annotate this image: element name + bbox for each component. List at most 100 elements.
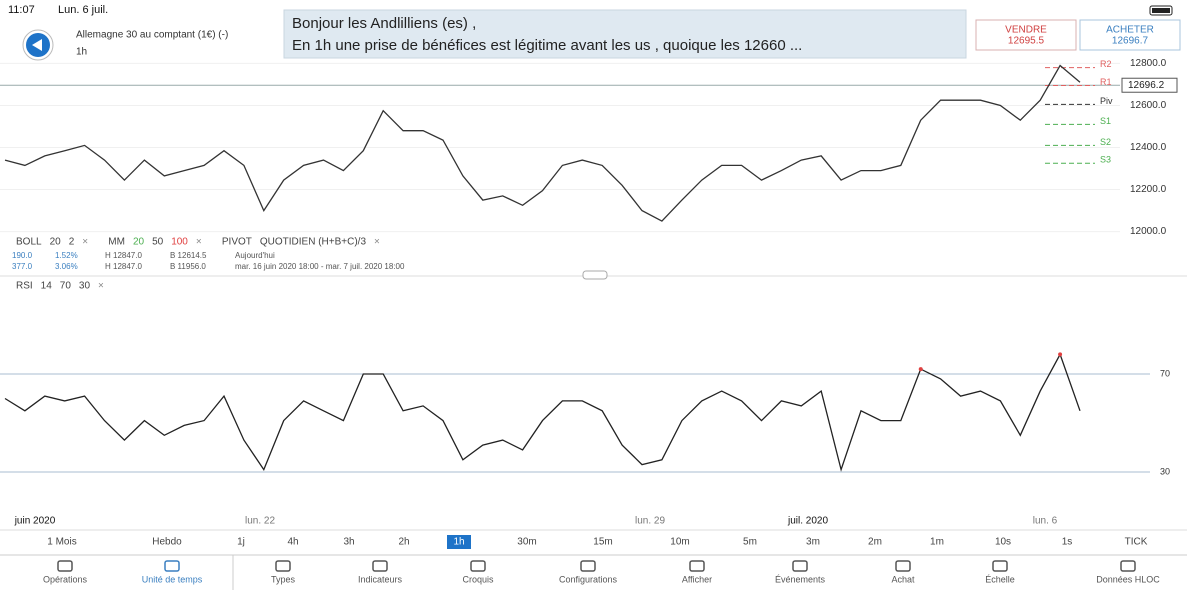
status-date: Lun. 6 juil. xyxy=(58,4,108,16)
toolbar-icon[interactable] xyxy=(895,560,911,572)
y-tick-label: 12400.0 xyxy=(1130,142,1167,153)
timeframe[interactable]: TICK xyxy=(1125,537,1148,548)
rsi-legend: 30 xyxy=(79,281,91,292)
toolbar-item[interactable]: Achat xyxy=(891,574,915,584)
sell-button[interactable] xyxy=(975,19,1077,51)
stat: mar. 16 juin 2020 18:00 - mar. 7 juil. 2… xyxy=(235,262,405,271)
toolbar-item[interactable]: Configurations xyxy=(559,574,618,584)
toolbar-item[interactable]: Opérations xyxy=(43,574,88,584)
indicator-remove[interactable]: × xyxy=(374,237,380,248)
current-price-label: 12696.2 xyxy=(1128,80,1165,91)
time-label: juin 2020 xyxy=(14,516,56,527)
timeframe-selected[interactable] xyxy=(447,535,471,549)
timeframe[interactable]: 10s xyxy=(995,537,1011,548)
timeframe[interactable]: 1j xyxy=(237,537,245,548)
indicator-part: PIVOT xyxy=(222,237,252,248)
stat: B 11956.0 xyxy=(170,262,206,271)
toolbar-icon[interactable] xyxy=(57,560,73,572)
y-tick-label: 12600.0 xyxy=(1130,100,1167,111)
stat: 1.52% xyxy=(55,251,78,260)
rsi-tick-label: 30 xyxy=(1160,466,1170,476)
comment-line: Bonjour les Andlilliens (es) , xyxy=(292,15,476,32)
price-line xyxy=(4,64,1081,222)
time-label: juil. 2020 xyxy=(787,516,828,527)
comment-box xyxy=(283,9,967,59)
rsi-overbought xyxy=(1058,352,1063,357)
timeframe[interactable]: 5m xyxy=(743,537,757,548)
sell-label: VENDRE xyxy=(1005,25,1047,36)
toolbar-icon[interactable] xyxy=(580,560,596,572)
toolbar-icon[interactable] xyxy=(992,560,1008,572)
timeframe[interactable]: 2h xyxy=(398,537,409,548)
stat: H 12847.0 xyxy=(105,262,142,271)
toolbar-icon[interactable] xyxy=(1120,560,1136,572)
indicator-part: 100 xyxy=(171,237,188,248)
indicator-remove[interactable]: × xyxy=(82,237,88,248)
status-time: 11:07 xyxy=(8,4,35,16)
indicator-remove[interactable]: × xyxy=(196,237,202,248)
rsi-legend: 70 xyxy=(60,281,72,292)
timeframe[interactable]: 30m xyxy=(517,537,536,548)
toolbar-item[interactable]: Afficher xyxy=(682,574,712,584)
toolbar-item[interactable]: Échelle xyxy=(985,574,1015,584)
back-arrow xyxy=(32,39,42,51)
y-tick-label: 12000.0 xyxy=(1130,226,1167,237)
pivot-label: R1 xyxy=(1100,77,1112,87)
indicator-part: 20 xyxy=(133,237,145,248)
stat: H 12847.0 xyxy=(105,251,142,260)
toolbar-item[interactable]: Événements xyxy=(775,574,826,584)
timeframe[interactable]: 2m xyxy=(868,537,882,548)
indicator-part: BOLL xyxy=(16,237,42,248)
timeframe[interactable]: 1s xyxy=(1062,537,1073,548)
toolbar-icon[interactable] xyxy=(470,560,486,572)
toolbar-icon[interactable] xyxy=(689,560,705,572)
timeframe[interactable]: 3m xyxy=(806,537,820,548)
pivot-label: S1 xyxy=(1100,116,1111,126)
time-label: lun. 6 xyxy=(1033,516,1058,527)
timeframe[interactable]: Hebdo xyxy=(152,537,182,548)
buy-price: 12696.7 xyxy=(1112,36,1149,47)
toolbar-item[interactable]: Indicateurs xyxy=(358,574,403,584)
stat: 3.06% xyxy=(55,262,78,271)
toolbar-icon[interactable] xyxy=(792,560,808,572)
buy-label: ACHETER xyxy=(1106,25,1154,36)
timeframe[interactable]: 1h xyxy=(453,537,464,548)
rsi-legend: RSI xyxy=(16,281,33,292)
pivot-label: Piv xyxy=(1100,96,1113,106)
stat: B 12614.5 xyxy=(170,251,207,260)
timeframe[interactable]: 1 Mois xyxy=(47,537,76,548)
sell-price: 12695.5 xyxy=(1008,36,1045,47)
time-label: lun. 22 xyxy=(245,516,275,527)
timeframe[interactable]: 15m xyxy=(593,537,612,548)
rsi-tick-label: 70 xyxy=(1160,368,1170,378)
instrument-timeframe: 1h xyxy=(76,47,87,58)
timeframe[interactable]: 3h xyxy=(343,537,354,548)
rsi-line xyxy=(4,352,1081,472)
y-tick-label: 12200.0 xyxy=(1130,184,1167,195)
stat: Aujourd'hui xyxy=(235,251,275,260)
toolbar-icon[interactable] xyxy=(164,560,180,572)
toolbar-item[interactable]: Données HLOC xyxy=(1096,574,1160,584)
current-price-box xyxy=(1121,77,1178,93)
indicator-part: 2 xyxy=(69,237,75,248)
buy-button[interactable] xyxy=(1079,19,1181,51)
stat: 377.0 xyxy=(12,262,33,271)
battery xyxy=(1149,5,1173,16)
toolbar-icon[interactable] xyxy=(275,560,291,572)
indicator-part: 50 xyxy=(152,237,164,248)
toolbar-icon[interactable] xyxy=(372,560,388,572)
battery-level xyxy=(1152,8,1170,13)
panel-resize-handle[interactable] xyxy=(582,270,608,280)
pivot-label: S3 xyxy=(1100,155,1111,165)
timeframe[interactable]: 10m xyxy=(670,537,689,548)
toolbar-item[interactable]: Croquis xyxy=(462,574,494,584)
toolbar-item[interactable]: Types xyxy=(271,574,296,584)
instrument-name: Allemagne 30 au comptant (1€) (-) xyxy=(76,30,228,41)
rsi-overbought xyxy=(918,367,923,372)
indicator-remove[interactable]: × xyxy=(98,281,104,292)
y-tick-label: 12800.0 xyxy=(1130,58,1167,69)
timeframe[interactable]: 1m xyxy=(930,537,944,548)
timeframe[interactable]: 4h xyxy=(287,537,298,548)
toolbar-item[interactable]: Unité de temps xyxy=(142,574,203,584)
